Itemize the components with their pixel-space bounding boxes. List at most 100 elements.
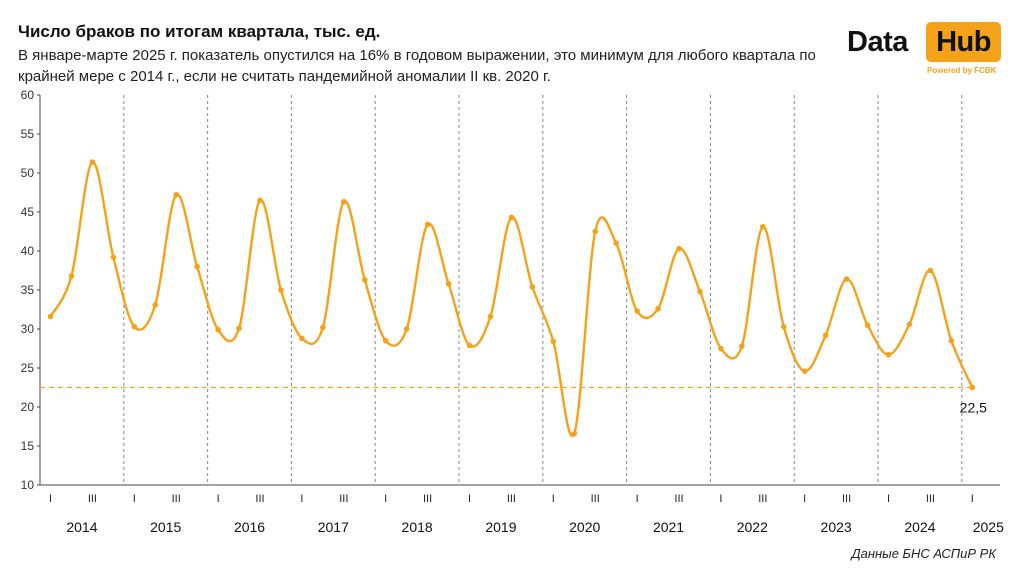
quarter-label: I [217,493,220,505]
quarter-label: I [49,493,52,505]
data-point [906,321,913,328]
y-tick-label: 10 [21,478,35,492]
data-point [885,351,892,358]
logo-word-data: Data [847,26,908,58]
year-label: 2014 [66,519,97,535]
data-point [780,323,787,330]
quarter-label: III [507,493,516,505]
data-point [278,287,284,293]
quarter-label: I [971,493,974,505]
quarter-label: I [384,493,387,505]
quarter-label: I [468,493,471,505]
data-point [760,224,766,230]
year-label: 2020 [569,519,600,535]
quarter-label: I [719,493,722,505]
data-point [571,430,578,437]
quarter-label: I [552,493,555,505]
data-point [969,384,976,391]
data-point [47,313,54,320]
year-label: 2022 [737,519,768,535]
year-label: 2023 [821,519,852,535]
data-point [718,345,724,352]
data-point [529,284,536,290]
last-value-label: 22,5 [960,400,987,416]
quarter-label: III [842,493,851,505]
data-point [739,343,745,349]
quarter-label: I [636,493,639,505]
data-point [508,214,515,221]
data-point [194,263,200,270]
quarter-label: III [926,493,935,505]
quarter-label: I [803,493,806,505]
chart-subtitle: В январе-марте 2025 г. показатель опусти… [18,47,816,85]
data-point [403,326,410,332]
data-point [801,368,808,374]
data-point [822,332,829,339]
y-tick-label: 45 [21,205,35,219]
data-point [864,322,871,328]
data-point [257,197,263,204]
data-point [68,273,75,279]
year-label: 2015 [150,519,181,535]
data-point [424,221,431,228]
y-tick-label: 25 [21,361,35,375]
data-point [215,326,221,333]
data-point [89,159,96,165]
y-tick-label: 55 [21,127,35,141]
data-point [697,288,703,295]
datahub-logo: Data Hub Powered by FCBK [847,22,1007,78]
y-tick-label: 35 [21,283,35,297]
y-tick-label: 30 [21,322,35,336]
data-point [341,199,347,205]
quarter-label: I [300,493,303,505]
data-point [173,192,179,198]
data-point [382,337,389,344]
quarter-label: III [88,493,97,505]
data-point [445,280,452,287]
data-point [613,240,619,246]
data-point [110,254,117,261]
year-label: 2016 [234,519,265,535]
y-tick-label: 40 [21,244,35,258]
data-point [843,276,850,282]
data-point [550,338,557,345]
logo-word-hub: Hub [926,22,1001,62]
quarter-label: III [591,493,600,505]
y-tick-label: 50 [21,166,35,180]
quarter-label: III [339,493,348,505]
quarter-label: III [674,493,683,505]
year-label: 2017 [318,519,349,535]
quarter-label: III [758,493,767,505]
data-point [131,323,138,330]
data-point [655,305,661,312]
year-label: 2024 [904,519,935,535]
data-point [299,335,305,342]
data-point [320,324,326,331]
quarter-label: III [172,493,181,505]
chart-title: Число браков по итогам квартала, тыс. ед… [18,22,381,41]
data-point [927,267,934,274]
quarter-label: I [887,493,890,505]
year-label: 2021 [653,519,684,535]
logo-tagline: Powered by FCBK [927,66,997,75]
y-tick-label: 20 [21,400,35,414]
data-point [487,313,494,320]
data-point [236,325,242,332]
source-note: Данные БНС АСПиР РК [851,546,996,561]
data-point [634,308,640,314]
quarter-label: III [255,493,264,505]
data-point [152,302,159,308]
quarter-label: I [133,493,136,505]
year-label: 2019 [485,519,516,535]
data-point [466,342,473,349]
year-label: 2025 [973,519,1004,535]
year-label: 2018 [402,519,433,535]
data-point [948,337,955,344]
y-tick-label: 60 [21,88,35,102]
data-point [676,245,682,252]
series-line [49,160,974,438]
y-tick-label: 15 [21,439,35,453]
data-point [361,277,368,283]
data-point [592,228,598,235]
